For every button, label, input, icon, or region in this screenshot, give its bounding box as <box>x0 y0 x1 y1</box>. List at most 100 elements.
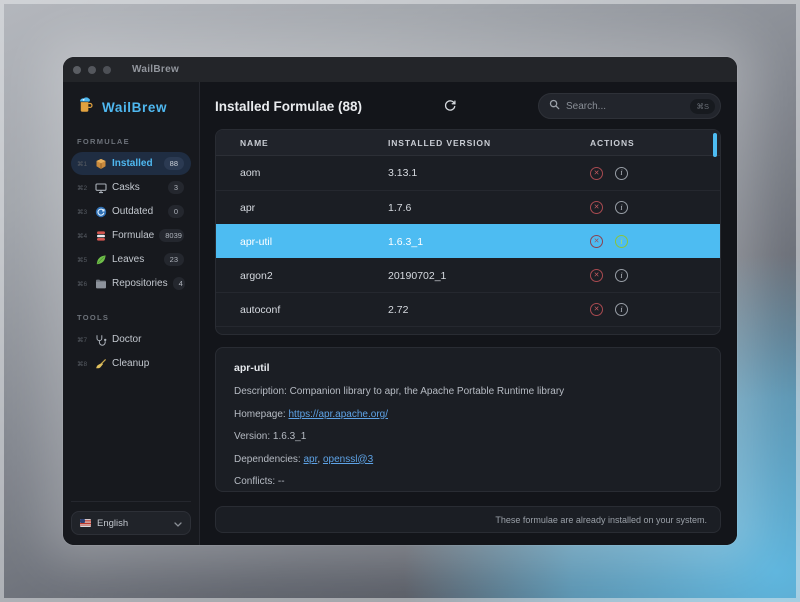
info-button[interactable]: i <box>615 303 628 316</box>
shortcut-label: ⌘6 <box>77 280 88 288</box>
row-actions: ✕ i <box>590 166 720 180</box>
status-bar: These formulae are already installed on … <box>215 506 721 533</box>
sidebar-item-label: Formulae <box>112 230 155 241</box>
shortcut-label: ⌘5 <box>77 256 88 264</box>
detail-panel: apr-util Description: Companion library … <box>215 347 721 492</box>
sidebar-item-label: Installed <box>112 158 153 169</box>
search-icon <box>549 97 560 115</box>
cell-actions: ✕ i <box>590 269 720 282</box>
column-name: NAME <box>240 137 269 148</box>
cell-version: 1.7.6 <box>388 201 412 214</box>
table-row[interactable]: aom 3.13.1 ✕ i <box>216 156 720 190</box>
folder-icon <box>94 277 107 290</box>
shortcut-label: ⌘4 <box>77 232 88 240</box>
dependency-link[interactable]: openssl@3 <box>322 453 374 465</box>
sidebar-item-label: Cleanup <box>112 358 150 369</box>
titlebar: WailBrew <box>63 57 737 82</box>
cell-actions: ✕ i <box>590 201 720 214</box>
info-button[interactable]: i <box>615 269 628 282</box>
cell-version: 1.6.3_1 <box>388 235 424 248</box>
refresh-button[interactable] <box>440 96 460 116</box>
uninstall-button[interactable]: ✕ <box>590 201 603 214</box>
table-row[interactable]: autoconf 2.72 ✕ i <box>216 292 720 326</box>
sidebar-item-label: Casks <box>112 182 140 193</box>
row-actions: ✕ i <box>590 269 720 282</box>
sidebar-footer: English <box>71 501 191 535</box>
app-window: WailBrew WailBrew FORMULAE ⌘1 Installed 8 <box>63 57 737 545</box>
sidebar-item-label: Outdated <box>112 206 154 217</box>
table-row[interactable]: argon2 20190702_1 ✕ i <box>216 258 720 292</box>
stethoscope-icon <box>94 333 107 346</box>
table-scrollbar-thumb[interactable] <box>713 133 717 157</box>
homepage-link[interactable]: https://apr.apache.org/ <box>288 408 388 420</box>
count-badge: 23 <box>163 253 184 266</box>
cell-version: 3.13.1 <box>388 167 418 179</box>
main-content: Installed Formulae (88) <box>200 82 737 545</box>
detail-version: Version: 1.6.3_1 <box>234 431 307 443</box>
shortcut-label: ⌘2 <box>77 184 88 192</box>
minimize-button[interactable] <box>88 65 96 74</box>
sidebar-item-cleanup[interactable]: ⌘8 Cleanup <box>71 352 191 375</box>
brand-name: WailBrew <box>102 99 168 115</box>
leaf-icon <box>94 253 107 266</box>
cell-actions: ✕ i <box>590 303 720 316</box>
dependency-link[interactable]: apr <box>303 453 318 465</box>
info-button[interactable]: i <box>615 235 628 248</box>
cell-name: autoconf <box>240 303 281 316</box>
table-row-partial[interactable]: ✕i <box>216 326 720 334</box>
update-icon <box>94 205 107 218</box>
us-flag-icon <box>80 514 91 532</box>
cell-name: apr <box>240 201 256 214</box>
section-label: TOOLS <box>77 313 110 322</box>
detail-dependencies: Dependencies: apr, openssl@3 <box>234 453 374 465</box>
window-title: WailBrew <box>132 64 180 75</box>
cell-name: apr-util <box>240 235 273 248</box>
zoom-button[interactable] <box>103 65 111 74</box>
sidebar-item-repositories[interactable]: ⌘6 Repositories 4 <box>71 272 191 295</box>
sidebar: WailBrew FORMULAE ⌘1 Installed 88 ⌘2 Casks 3 ⌘3… <box>63 82 200 545</box>
status-text: These formulae are already installed on … <box>495 514 707 525</box>
sidebar-item-doctor[interactable]: ⌘7 Doctor <box>71 328 191 351</box>
brand: WailBrew <box>71 95 191 119</box>
shortcut-label: ⌘7 <box>77 336 88 344</box>
shortcut-label: ⌘3 <box>77 208 88 216</box>
table-header: NAME INSTALLED VERSION ACTIONS <box>216 130 720 156</box>
sidebar-item-label: Leaves <box>112 254 145 265</box>
sidebar-item-label: Doctor <box>112 334 142 345</box>
info-button[interactable]: i <box>615 166 628 180</box>
uninstall-button[interactable]: ✕ <box>590 235 603 248</box>
cell-actions: ✕ i <box>590 166 720 180</box>
language-select[interactable]: English <box>71 511 191 535</box>
cell-name: argon2 <box>240 269 273 282</box>
page-title: Installed Formulae (88) <box>215 98 363 114</box>
sidebar-item-outdated[interactable]: ⌘3 Outdated 0 <box>71 200 191 223</box>
row-actions: ✕ i <box>590 201 720 214</box>
shortcut-label: ⌘1 <box>77 160 88 168</box>
cell-version: 20190702_1 <box>388 269 447 282</box>
broom-icon <box>94 357 107 370</box>
close-button[interactable] <box>73 65 81 74</box>
sidebar-item-formulae[interactable]: ⌘4 Formulae 8039 <box>71 224 191 247</box>
detail-description: Description: Companion library to apr, t… <box>234 386 565 398</box>
cell-actions: ✕ i <box>590 235 720 248</box>
detail-title: apr-util <box>234 362 270 374</box>
stack-icon <box>94 229 107 242</box>
column-actions: ACTIONS <box>590 137 635 148</box>
uninstall-button[interactable]: ✕ <box>590 166 603 180</box>
language-label: English <box>97 517 129 529</box>
wailbrew-logo-icon <box>76 95 95 119</box>
section-gap <box>71 296 191 308</box>
count-badge: 0 <box>167 205 184 218</box>
display-icon <box>94 181 107 194</box>
section-label: FORMULAE <box>77 137 130 146</box>
uninstall-button[interactable]: ✕ <box>590 303 603 316</box>
sidebar-item-leaves[interactable]: ⌘5 Leaves 23 <box>71 248 191 271</box>
table-row[interactable]: apr-util 1.6.3_1 ✕ i <box>216 224 720 258</box>
sidebar-item-casks[interactable]: ⌘2 Casks 3 <box>71 176 191 199</box>
uninstall-button[interactable]: ✕ <box>590 269 603 282</box>
search-input[interactable] <box>566 100 685 112</box>
table-row[interactable]: apr 1.7.6 ✕ i <box>216 190 720 224</box>
info-button[interactable]: i <box>615 201 628 214</box>
sidebar-item-installed[interactable]: ⌘1 Installed 88 <box>71 152 191 175</box>
search-shortcut-badge: ⌘S <box>690 98 715 114</box>
